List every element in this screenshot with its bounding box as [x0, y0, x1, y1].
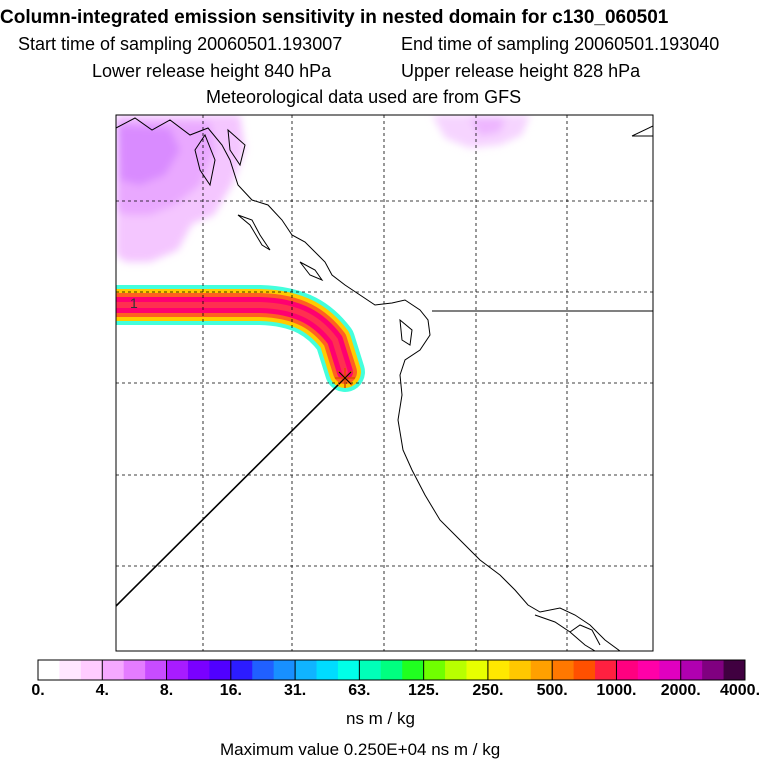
lower-release-label: Lower release height 840 hPa [92, 61, 332, 81]
colorbar-cell [530, 660, 553, 680]
colorbar-cell [359, 660, 382, 680]
trajectory-line [116, 377, 346, 607]
colorbar-tick-label: 0. [31, 682, 45, 699]
colorbar-cell [616, 660, 639, 680]
colorbar-units: ns m / kg [346, 709, 415, 728]
plume-label: 1 [130, 295, 138, 311]
colorbar-cell [680, 660, 703, 680]
map-frame [115, 114, 654, 652]
colorbar-cell [252, 660, 275, 680]
colorbar-cell [295, 660, 318, 680]
colorbar-cell [595, 660, 617, 680]
colorbar-cell [209, 660, 232, 680]
colorbar-tick-label: 4. [95, 682, 109, 699]
colorbar-cell [80, 660, 103, 680]
colorbar-cell [723, 660, 746, 680]
colorbar-cell [637, 660, 660, 680]
colorbar-cell [273, 660, 296, 680]
colorbar-tick-label: 2000. [660, 682, 701, 699]
coastline [116, 117, 653, 651]
colorbar-cell [423, 660, 446, 680]
colorbar-cell [166, 660, 189, 680]
colorbar-tick-label: 1000. [596, 682, 637, 699]
colorbar-cell [445, 660, 467, 680]
colorbar-tick-label: 250. [472, 682, 504, 699]
colorbar-cell [573, 660, 596, 680]
end-time-label: End time of sampling 20060501.193040 [401, 34, 720, 54]
sensitivity-field-low [116, 115, 530, 262]
colorbar-cell [552, 660, 575, 680]
start-time-label: Start time of sampling 20060501.193007 [18, 34, 343, 54]
colorbar-cell [487, 660, 510, 680]
colorbar-tick-label: 4000. [719, 682, 761, 699]
colorbar-cell [509, 660, 532, 680]
colorbar-cell [380, 660, 403, 680]
colorbar-tick-label: 16. [219, 682, 242, 699]
colorbar-cell [230, 660, 253, 680]
lat-lon-grid [116, 115, 653, 651]
colorbar-cell [702, 660, 725, 680]
colorbar-cell [145, 660, 168, 680]
colorbar-cell [187, 660, 210, 680]
colorbar-cell [102, 660, 125, 680]
colorbar-cell [123, 660, 146, 680]
colorbar-cell [402, 660, 425, 680]
met-data-label: Meteorological data used are from GFS [206, 87, 522, 107]
colorbar-cell [38, 660, 60, 680]
page-title: Column-integrated emission sensitivity i… [0, 7, 669, 28]
colorbar-tick-label: 125. [408, 682, 440, 699]
colorbar-cell [316, 660, 339, 680]
colorbar-tick-label: 63. [348, 682, 371, 699]
max-value-label: Maximum value 0.250E+04 ns m / kg [220, 740, 501, 759]
colorbar-cell [59, 660, 82, 680]
colorbar-tick-label: 500. [536, 682, 568, 699]
colorbar-cell [659, 660, 682, 680]
colorbar-tick-label: 31. [283, 682, 307, 699]
colorbar-cell [337, 660, 360, 680]
emission-plume [116, 285, 365, 392]
colorbar-tick-label: 8. [159, 682, 174, 699]
upper-release-label: Upper release height 828 hPa [401, 61, 641, 81]
colorbar [37, 659, 746, 681]
colorbar-cell [466, 660, 489, 680]
